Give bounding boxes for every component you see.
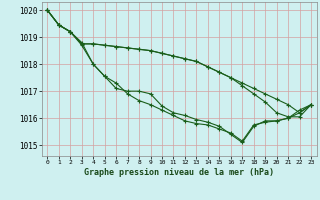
X-axis label: Graphe pression niveau de la mer (hPa): Graphe pression niveau de la mer (hPa) (84, 168, 274, 177)
